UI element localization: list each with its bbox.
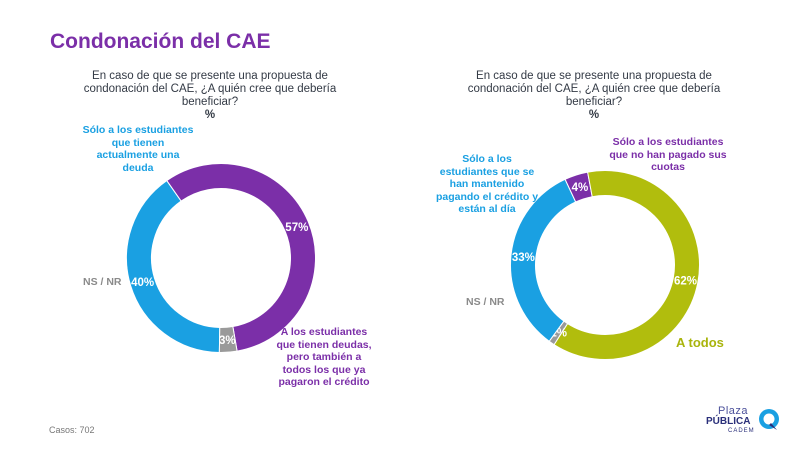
question-right: En caso de que se presente una propuesta… <box>464 70 724 122</box>
left-label-debt-and-paid: A los estudiantes que tienen deudas, per… <box>276 326 372 388</box>
cases-label: Casos: <box>49 425 78 435</box>
logo-line3: CADEM <box>728 428 755 434</box>
left-slice-0-value: 40% <box>131 277 154 289</box>
right-label-kept-paying: Sólo a los estudiantes que se han manten… <box>435 153 539 215</box>
logo-speech-icon <box>759 409 779 430</box>
right-slice-3-value: 33% <box>512 252 535 264</box>
question-left-text: En caso de que se presente una propuesta… <box>83 70 337 108</box>
left-slice-2 <box>218 325 238 353</box>
right-label-all: A todos <box>676 335 724 350</box>
right-slice-3 <box>510 178 577 342</box>
question-left: En caso de que se presente una propuesta… <box>80 70 340 122</box>
page-title: Condonación del CAE <box>50 30 271 53</box>
question-right-unit: % <box>588 109 600 121</box>
left-slice-0 <box>126 179 221 353</box>
cases-value: 702 <box>79 425 95 435</box>
question-left-unit: % <box>204 109 216 121</box>
left-slice-2-value: 3% <box>219 335 236 347</box>
right-label-nsnr: NS / NR <box>466 296 505 308</box>
logo-line2: PÚBLICA <box>706 416 751 427</box>
right-slice-0-value: 4% <box>572 182 589 194</box>
right-label-not-paid: Sólo a los estudiantes que no han pagado… <box>609 136 727 173</box>
plaza-publica-logo: Plaza PÚBLICA CADEM <box>706 405 781 436</box>
question-right-text: En caso de que se presente una propuesta… <box>467 70 721 108</box>
left-slice-1-value: 57% <box>285 222 308 234</box>
left-slice-1 <box>166 163 316 352</box>
cases-footer: Casos: 702 <box>49 425 95 435</box>
left-label-current-debt: Sólo a los estudiantes que tienen actual… <box>82 124 194 174</box>
logo-line1: Plaza <box>718 405 749 417</box>
right-slice-1-value: 62% <box>674 276 697 288</box>
right-slice-1 <box>553 170 700 360</box>
left-label-nsnr: NS / NR <box>83 276 122 288</box>
